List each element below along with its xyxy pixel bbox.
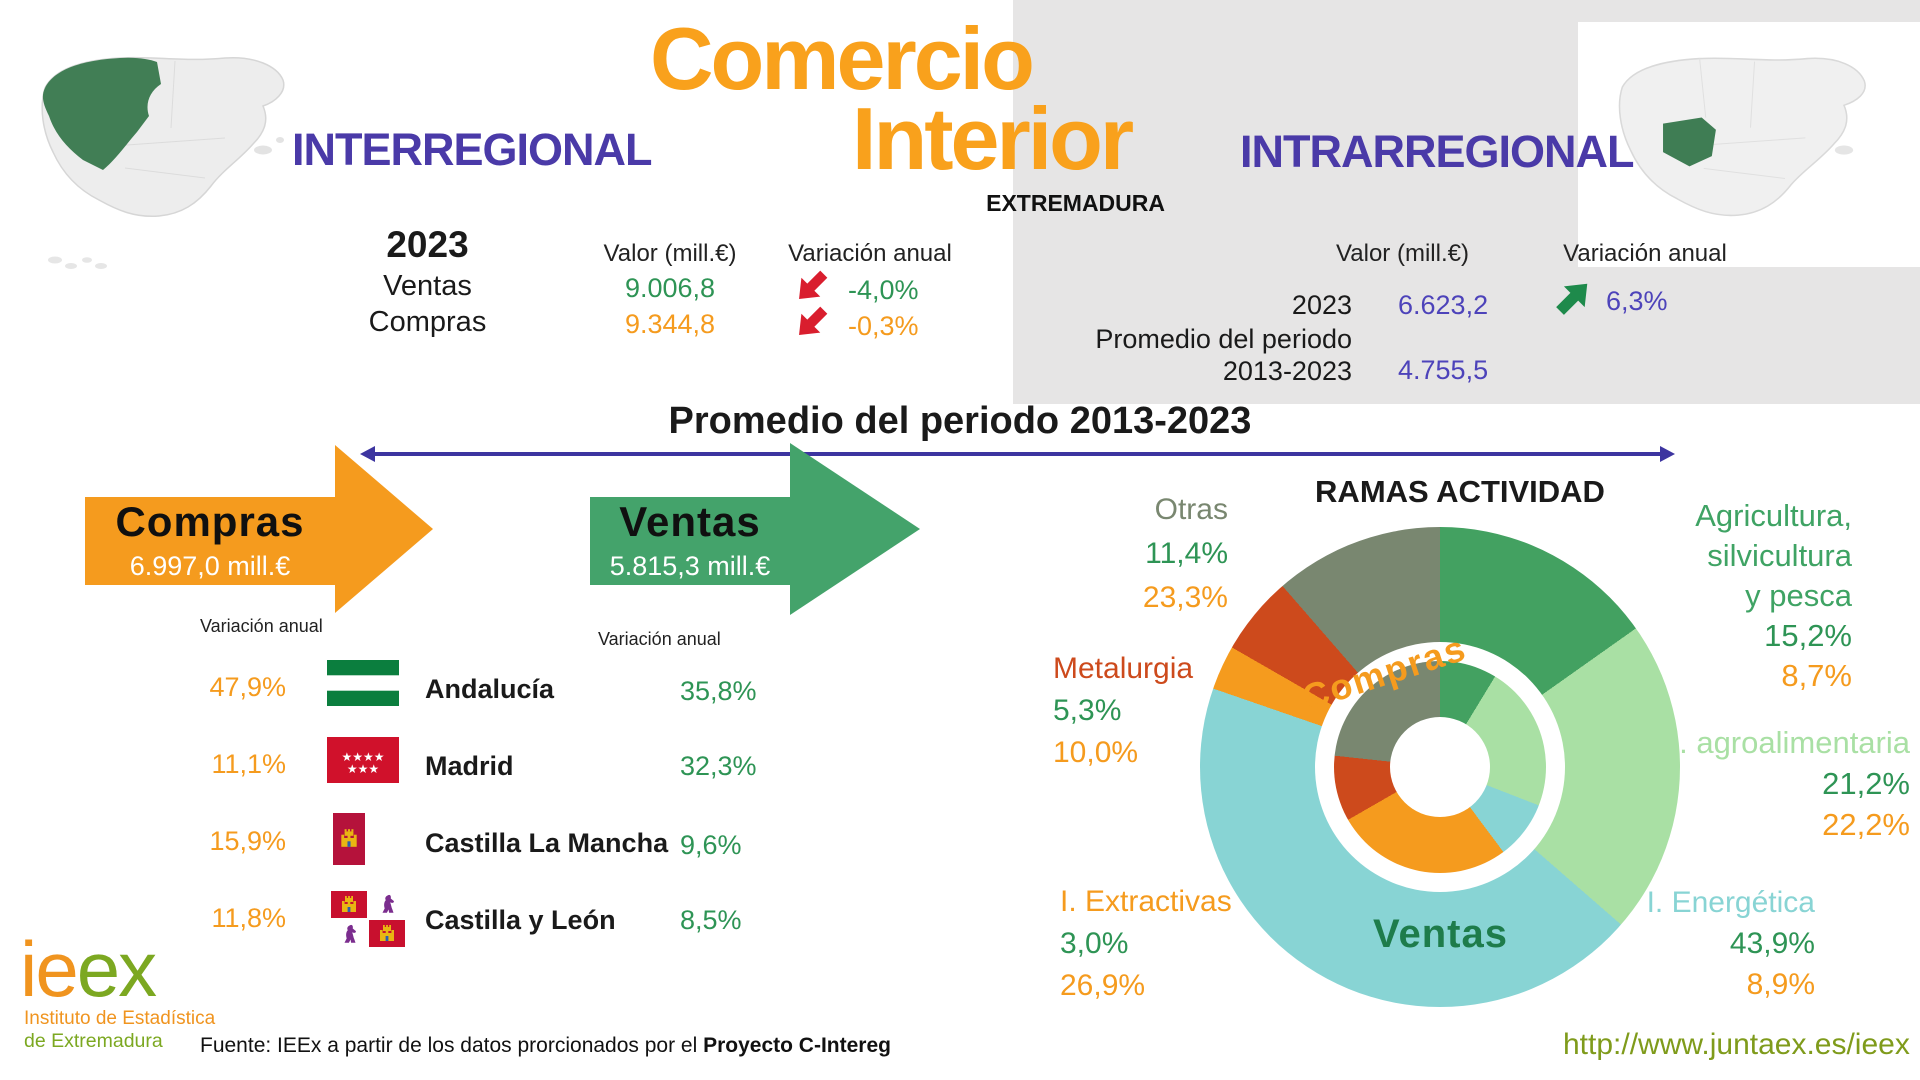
- intrarregional-promedio-label2: 2013-2023: [1222, 356, 1352, 386]
- juntaex-url-link[interactable]: http://www.juntaex.es/ieex: [1563, 1028, 1910, 1061]
- callout-agroalimentaria-ventas: 21,2%: [1822, 766, 1910, 801]
- interregional-compras-value: 9.344,8: [624, 309, 716, 339]
- interregional-ventas-value: 9.006,8: [624, 273, 716, 303]
- interregional-col-variation: Variación anual: [788, 240, 952, 267]
- callout-agroalimentaria-name: I. agroalimentaria: [1670, 725, 1910, 760]
- flag-castilla-la-mancha: [333, 813, 365, 865]
- region-name: Castilla La Mancha: [425, 828, 669, 858]
- interregional-compras-label: Compras: [368, 306, 487, 338]
- down-arrow-icon: [799, 270, 828, 299]
- spain-map-intrarregional: [1618, 57, 1866, 217]
- ieex-logo-part2: ex: [76, 925, 157, 1013]
- intrarregional-2023-variation: 6,3%: [1606, 286, 1668, 316]
- region-compras-pct: 11,8%: [211, 903, 286, 933]
- callout-agricultura-line2: silvicultura: [1707, 538, 1852, 573]
- compras-arrow-value: 6.997,0 mill.€: [129, 551, 291, 581]
- source-note-prefix: Fuente: IEEx a partir de los datos prorc…: [200, 1034, 704, 1057]
- region-ventas-pct: 9,6%: [680, 830, 742, 860]
- callout-metalurgia: Metalurgia 5,3% 10,0%: [1053, 648, 1283, 774]
- interregional-ventas-label: Ventas: [383, 270, 472, 302]
- callout-energetica: I. Energética 43,9% 8,9%: [1590, 882, 1815, 1005]
- source-note-project: Proyecto C-Intereg: [703, 1034, 891, 1057]
- callout-extractivas-ventas: 3,0%: [1060, 927, 1129, 960]
- callout-agricultura-line3: y pesca: [1745, 578, 1852, 613]
- flag-andalucia: [327, 660, 399, 706]
- callout-energetica-ventas: 43,9%: [1729, 927, 1815, 960]
- callout-energetica-compras: 8,9%: [1746, 968, 1815, 1001]
- interregional-year: 2023: [386, 224, 469, 265]
- region-compras-pct: 11,1%: [211, 749, 286, 779]
- callout-agricultura-compras: 8,7%: [1781, 658, 1852, 693]
- region-ventas-pct: 8,5%: [680, 905, 742, 935]
- callout-agricultura: Agricultura, silvicultura y pesca 15,2% …: [1580, 496, 1852, 696]
- ieex-logo-subtitle2: de Extremadura: [24, 1030, 163, 1052]
- intrarregional-col-value: Valor (mill.€): [1336, 240, 1469, 267]
- callout-otras-compras: 23,3%: [1142, 581, 1228, 614]
- callout-extractivas: I. Extractivas 3,0% 26,9%: [1060, 881, 1300, 1007]
- donut-hole: [1390, 717, 1490, 817]
- up-arrow-icon: [1556, 283, 1588, 315]
- svg-text:★★★: ★★★: [347, 762, 379, 776]
- intrarregional-promedio-label1: Promedio del periodo: [1095, 324, 1352, 354]
- variation-label-ventas: Variación anual: [598, 629, 721, 649]
- intrarregional-promedio-value: 4.755,5: [1398, 355, 1489, 385]
- intrarregional-2023-value: 6.623,2: [1398, 290, 1489, 320]
- callout-otras-name: Otras: [1154, 493, 1228, 526]
- ieex-logo-part1: ie: [20, 925, 79, 1013]
- intrarregional-col-variation: Variación anual: [1563, 240, 1727, 267]
- source-note: Fuente: IEEx a partir de los datos prorc…: [200, 1034, 891, 1058]
- donut-outer-ring-label: Ventas: [1373, 912, 1508, 956]
- chart-title: RAMAS ACTIVIDAD: [1315, 474, 1605, 509]
- svg-text:★★★★: ★★★★: [341, 750, 384, 764]
- compras-arrow-head-icon: [335, 445, 433, 613]
- line-right-arrow-icon: [1660, 446, 1675, 462]
- region-compras-pct: 47,9%: [209, 672, 286, 702]
- region-name: Castilla y León: [425, 905, 616, 935]
- ventas-arrow-head-icon: [790, 443, 920, 615]
- interregional-compras-variation: -0,3%: [848, 311, 919, 341]
- spain-map-interregional: [41, 56, 285, 269]
- ventas-arrow-label: Ventas: [619, 498, 761, 545]
- callout-otras-ventas: 11,4%: [1145, 537, 1228, 570]
- ieex-logo-subtitle1: Instituto de Estadística: [24, 1008, 216, 1029]
- flag-madrid: ★★★★ ★★★: [327, 737, 399, 783]
- flag-castilla-y-leon: [331, 891, 405, 947]
- variation-label-compras: Variación anual: [200, 616, 323, 636]
- callout-extractivas-name: I. Extractivas: [1060, 885, 1232, 918]
- main-title-line2: Interior: [852, 89, 1134, 188]
- callout-energetica-name: I. Energética: [1646, 886, 1815, 919]
- main-title-line1: Comercio: [650, 9, 1035, 108]
- region-ventas-pct: 35,8%: [680, 676, 757, 706]
- intrarregional-2023-label: 2023: [1291, 290, 1352, 320]
- compras-arrow: [85, 497, 335, 585]
- callout-agroalimentaria: I. agroalimentaria 21,2% 22,2%: [1600, 722, 1910, 845]
- heading-intrarregional: INTRARREGIONAL: [1240, 126, 1634, 177]
- ventas-arrow: [590, 497, 790, 585]
- callout-metalurgia-ventas: 5,3%: [1053, 694, 1122, 727]
- down-arrow-icon: [799, 306, 828, 335]
- interregional-ventas-variation: -4,0%: [848, 275, 919, 305]
- period-axis-line: [374, 452, 1662, 456]
- region-compras-pct: 15,9%: [209, 826, 286, 856]
- compras-arrow-label: Compras: [115, 498, 305, 545]
- callout-agricultura-line1: Agricultura,: [1695, 498, 1852, 533]
- region-name: Madrid: [425, 751, 514, 781]
- region-ventas-pct: 32,3%: [680, 751, 757, 781]
- callout-metalurgia-compras: 10,0%: [1053, 736, 1139, 769]
- callout-metalurgia-name: Metalurgia: [1053, 652, 1194, 685]
- heading-interregional: INTERREGIONAL: [292, 124, 653, 175]
- main-title-region: EXTREMADURA: [986, 190, 1165, 216]
- callout-otras: Otras 11,4% 23,3%: [1050, 488, 1228, 620]
- ieex-logo: ieex: [20, 930, 157, 1008]
- callout-extractivas-compras: 26,9%: [1060, 969, 1146, 1002]
- region-name: Andalucía: [425, 674, 555, 704]
- ventas-arrow-value: 5.815,3 mill.€: [609, 551, 771, 581]
- callout-agroalimentaria-compras: 22,2%: [1822, 807, 1910, 842]
- callout-agricultura-ventas: 15,2%: [1764, 618, 1852, 653]
- period-heading: Promedio del periodo 2013-2023: [668, 400, 1252, 442]
- interregional-col-value: Valor (mill.€): [603, 240, 737, 267]
